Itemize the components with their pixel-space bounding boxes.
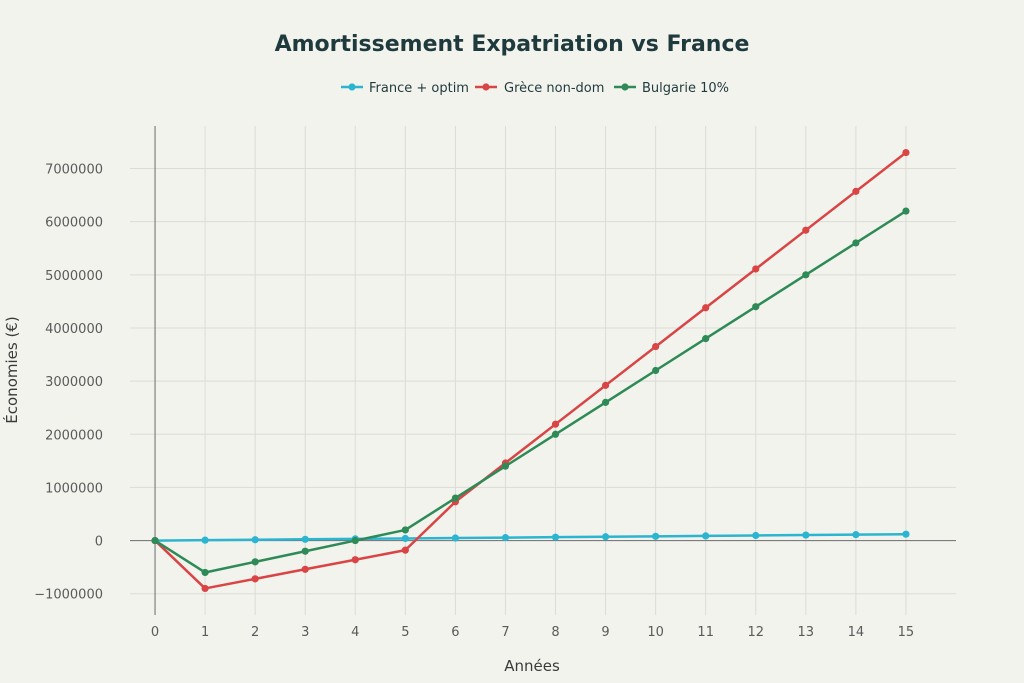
data-point (702, 335, 710, 343)
y-tick-label: 3000000 (45, 375, 103, 390)
legend-label: Grèce non-dom (504, 81, 604, 96)
x-axis-title: Années (504, 657, 560, 675)
data-point (702, 304, 710, 312)
data-point (451, 494, 459, 502)
x-tick-label: 14 (848, 625, 865, 640)
series-2 (151, 207, 910, 577)
x-tick-label: 7 (501, 625, 509, 640)
y-tick-label: 2000000 (45, 428, 103, 443)
data-point (802, 531, 810, 539)
data-point (852, 187, 860, 195)
legend-swatch-marker (621, 83, 629, 91)
y-tick-label: 6000000 (45, 216, 103, 231)
data-point (401, 546, 409, 554)
data-point (752, 303, 760, 311)
x-tick-label: 2 (251, 625, 259, 640)
data-point (251, 536, 259, 544)
data-point (351, 556, 359, 564)
data-point (902, 530, 910, 538)
data-point (601, 398, 610, 406)
x-tick-label: 0 (151, 625, 159, 640)
data-point (601, 533, 610, 541)
x-tick-label: 13 (798, 625, 815, 640)
legend-item: Grèce non-dom (475, 81, 604, 96)
series-line (155, 532, 906, 542)
y-tick-label: 1000000 (45, 481, 103, 496)
data-point (802, 226, 810, 234)
chart-title: Amortissement Expatriation vs France (275, 32, 750, 57)
y-tick-label: 7000000 (45, 163, 103, 178)
data-point (652, 342, 660, 351)
x-tick-label: 4 (351, 625, 359, 640)
series-1 (151, 148, 910, 593)
data-point (251, 558, 259, 566)
y-tick-label: 0 (95, 535, 103, 550)
x-tick-label: 3 (301, 625, 309, 640)
x-tick-label: 5 (401, 625, 409, 640)
data-point (201, 584, 209, 593)
data-point (201, 568, 209, 577)
legend-swatch-marker (482, 83, 490, 91)
data-point (301, 535, 309, 543)
series-line (154, 151, 907, 590)
legend-item: France + optim (341, 81, 469, 96)
data-point (501, 534, 510, 542)
x-tick-label: 15 (898, 625, 915, 640)
data-point (551, 533, 560, 541)
data-point (752, 265, 760, 273)
x-tick-label: 6 (451, 625, 459, 640)
data-point (301, 547, 309, 555)
y-tick-label: 5000000 (45, 269, 103, 284)
data-point (301, 565, 309, 573)
y-tick-label: −1000000 (34, 588, 103, 603)
data-point (551, 420, 560, 428)
x-tick-label: 10 (647, 625, 664, 640)
data-point (852, 239, 860, 247)
data-point (351, 536, 359, 545)
data-point (601, 381, 610, 389)
data-point (902, 148, 910, 157)
x-tick-label: 1 (201, 625, 209, 640)
x-tick-label: 9 (601, 625, 609, 640)
data-point (251, 575, 259, 583)
data-point (401, 526, 409, 534)
data-point (551, 430, 560, 438)
series-line (154, 209, 907, 574)
data-point (652, 532, 660, 540)
data-point (501, 462, 510, 470)
data-point (702, 532, 710, 540)
data-point (151, 536, 159, 545)
legend: France + optim Grèce non-dom Bulgarie 10% (341, 81, 729, 96)
x-tick-label: 12 (747, 625, 764, 640)
data-point (652, 366, 660, 375)
legend-item: Bulgarie 10% (614, 81, 729, 96)
axes: 0 1 2 3 4 5 6 7 8 9 10 11 12 13 14 15−10000000100000020… (34, 126, 956, 640)
legend-label: Bulgarie 10% (642, 81, 729, 96)
x-tick-label: 8 (551, 625, 559, 640)
y-tick-label: 4000000 (45, 322, 103, 337)
series-layer (151, 148, 910, 593)
data-point (852, 531, 860, 539)
legend-swatch-marker (348, 83, 356, 91)
x-tick-label: 11 (697, 625, 714, 640)
y-axis-title: Économies (€) (2, 316, 21, 423)
data-point (201, 536, 209, 544)
data-point (802, 271, 810, 279)
data-point (902, 207, 910, 215)
legend-label: France + optim (369, 81, 469, 96)
series-0 (151, 530, 910, 545)
data-point (451, 534, 459, 542)
data-point (401, 534, 409, 543)
data-point (752, 531, 760, 540)
